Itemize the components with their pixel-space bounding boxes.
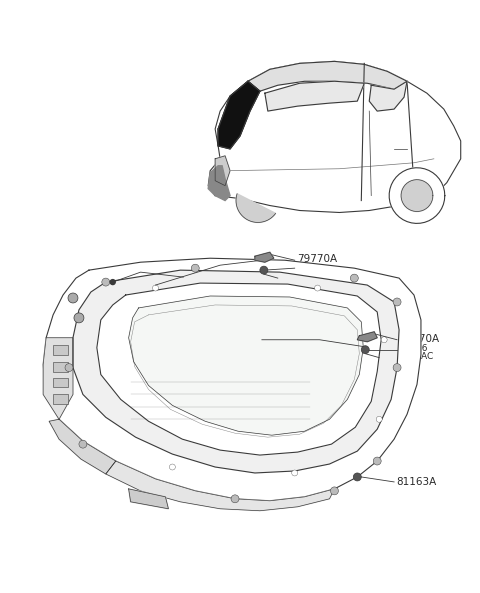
Polygon shape [369, 81, 407, 111]
Text: 28256: 28256 [399, 344, 428, 353]
Circle shape [373, 457, 381, 465]
Polygon shape [265, 81, 364, 111]
Text: 1338AC: 1338AC [399, 352, 434, 361]
Circle shape [192, 264, 199, 272]
Polygon shape [43, 258, 421, 501]
Text: 79770A: 79770A [399, 334, 439, 344]
Polygon shape [106, 461, 335, 511]
Circle shape [169, 464, 175, 470]
Polygon shape [208, 166, 230, 200]
Text: 1129EY: 1129EY [351, 359, 391, 369]
Polygon shape [248, 61, 407, 91]
Circle shape [393, 364, 401, 372]
Circle shape [231, 495, 239, 503]
Circle shape [110, 279, 115, 285]
Circle shape [393, 298, 401, 306]
FancyBboxPatch shape [53, 362, 68, 372]
Polygon shape [215, 156, 230, 186]
Circle shape [260, 266, 268, 274]
Polygon shape [1, 225, 479, 248]
Polygon shape [236, 194, 276, 222]
Text: 79770A: 79770A [297, 254, 337, 264]
Polygon shape [357, 332, 377, 342]
Circle shape [292, 470, 298, 476]
Circle shape [350, 274, 358, 282]
Circle shape [79, 440, 87, 448]
Polygon shape [389, 168, 445, 224]
Circle shape [68, 293, 78, 303]
FancyBboxPatch shape [53, 378, 68, 387]
Circle shape [330, 487, 338, 495]
FancyBboxPatch shape [53, 345, 68, 355]
Circle shape [314, 285, 321, 291]
Polygon shape [129, 296, 363, 435]
Circle shape [65, 364, 73, 372]
Circle shape [153, 285, 158, 291]
Text: 81163A: 81163A [396, 477, 436, 487]
Polygon shape [401, 180, 433, 212]
Text: 73700: 73700 [185, 270, 218, 280]
Polygon shape [218, 81, 260, 149]
Polygon shape [208, 61, 461, 212]
Polygon shape [49, 419, 116, 474]
Circle shape [381, 337, 387, 343]
Circle shape [376, 416, 382, 422]
Circle shape [361, 346, 369, 353]
FancyBboxPatch shape [53, 394, 68, 404]
Polygon shape [73, 270, 399, 473]
Circle shape [74, 313, 84, 323]
Text: 1338AC: 1338AC [297, 272, 332, 280]
Circle shape [102, 278, 110, 286]
Polygon shape [129, 489, 168, 509]
Polygon shape [97, 283, 381, 455]
Polygon shape [43, 338, 73, 419]
Polygon shape [255, 252, 274, 262]
Text: 28256: 28256 [297, 264, 325, 273]
Text: 1129EY: 1129EY [248, 279, 287, 289]
Circle shape [353, 473, 361, 481]
